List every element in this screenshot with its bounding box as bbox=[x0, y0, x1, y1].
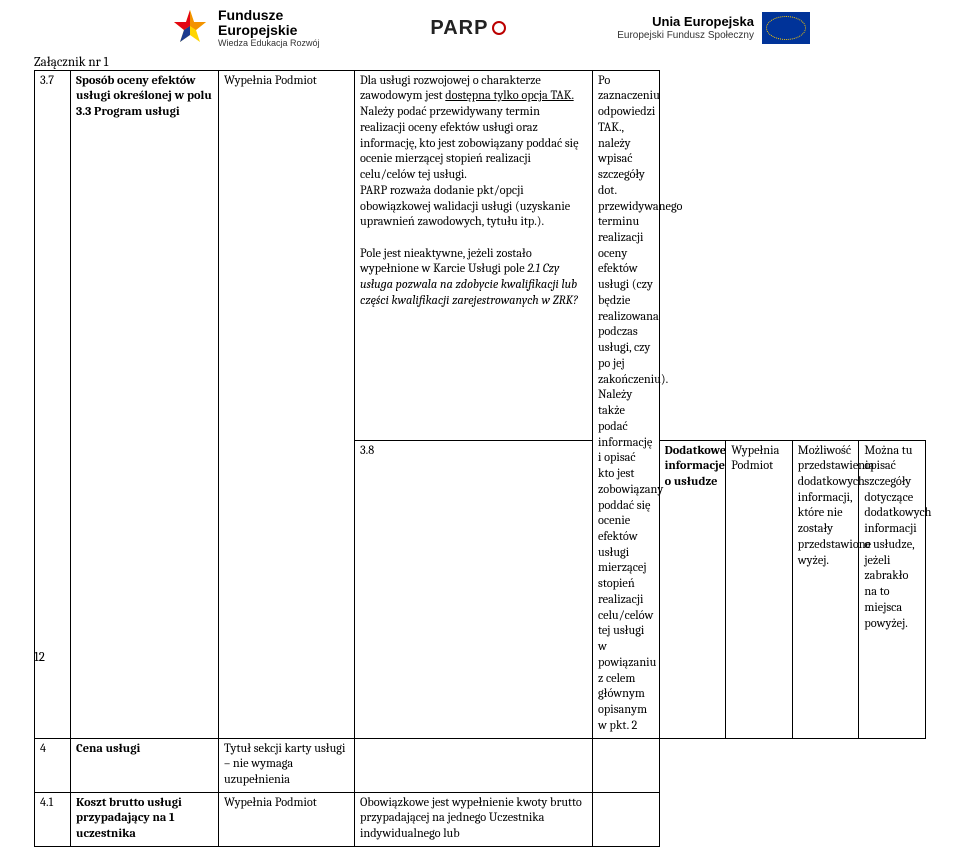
fe-subtitle: Wiedza Edukacja Rozwój bbox=[218, 39, 320, 49]
cell-num: 3.7 bbox=[35, 70, 71, 738]
cell-num: 3.8 bbox=[355, 440, 593, 738]
cell-name: Koszt brutto usługi przypadający na 1 uc… bbox=[71, 792, 219, 846]
cell-who: Tytuł sekcji karty usługi – nie wymaga u… bbox=[219, 738, 355, 792]
cell-hint bbox=[593, 738, 660, 792]
ue-subtitle: Europejski Fundusz Społeczny bbox=[617, 30, 754, 42]
cell-hint: Po zaznaczeniu odpowiedzi TAK., należy w… bbox=[593, 70, 660, 738]
parp-circle-icon bbox=[492, 21, 506, 35]
cell-num: 4 bbox=[35, 738, 71, 792]
ue-title: Unia Europejska bbox=[617, 15, 754, 30]
fe-star-icon bbox=[170, 8, 210, 48]
cell-name: Sposób oceny efektów usługi określonej w… bbox=[71, 70, 219, 738]
fe-title-2: Europejskie bbox=[218, 23, 320, 38]
cell-hint bbox=[593, 792, 660, 846]
logo-fundusze: Fundusze Europejskie Wiedza Edukacja Roz… bbox=[170, 8, 320, 49]
cell-num: 4.1 bbox=[35, 792, 71, 846]
attachment-label: Załącznik nr 1 bbox=[0, 55, 960, 70]
fe-title-1: Fundusze bbox=[218, 8, 320, 23]
cell-desc bbox=[355, 738, 593, 792]
cell-who: Wypełnia Podmiot bbox=[219, 792, 355, 846]
cell-name: Cena usługi bbox=[71, 738, 219, 792]
cell-desc: Dla usługi rozwojowej o charakterze zawo… bbox=[355, 70, 593, 440]
spec-table: 3.7 Sposób oceny efektów usługi określon… bbox=[34, 70, 926, 847]
cell-desc: Obowiązkowe jest wypełnienie kwoty brutt… bbox=[355, 792, 593, 846]
logo-ue: Unia Europejska Europejski Fundusz Społe… bbox=[617, 12, 810, 44]
header-logos: Fundusze Europejskie Wiedza Edukacja Roz… bbox=[0, 0, 960, 55]
cell-who: Wypełnia Podmiot bbox=[219, 70, 355, 738]
logo-parp: PARP bbox=[430, 17, 506, 40]
table-row: 4.1 Koszt brutto usługi przypadający na … bbox=[35, 792, 926, 846]
table-row: 3.7 Sposób oceny efektów usługi określon… bbox=[35, 70, 926, 440]
cell-desc: Możliwość przedstawienia dodatkowych inf… bbox=[792, 440, 859, 738]
parp-text: PARP bbox=[430, 17, 488, 40]
cell-who: Wypełnia Podmiot bbox=[726, 440, 793, 738]
eu-flag-icon bbox=[762, 12, 810, 44]
cell-hint: Można tu opisać szczegóły dotyczące doda… bbox=[859, 440, 926, 738]
table-row: 4 Cena usługi Tytuł sekcji karty usługi … bbox=[35, 738, 926, 792]
page-number: 12 bbox=[34, 650, 45, 665]
cell-name: Dodatkowe informacje o usłudze bbox=[659, 440, 726, 738]
